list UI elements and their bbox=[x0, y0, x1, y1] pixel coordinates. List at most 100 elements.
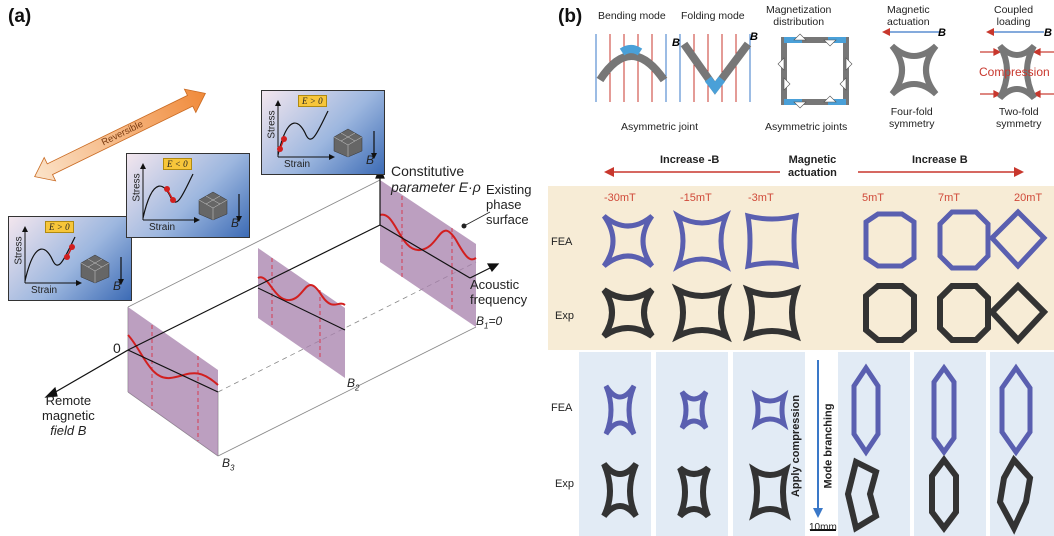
existing-line2: phase bbox=[486, 197, 522, 212]
folding-field-lines bbox=[679, 34, 751, 102]
row-label-exp-2: Exp bbox=[555, 478, 574, 490]
inset-card-3: E > 0 Stress Strain B bbox=[261, 90, 385, 175]
axes bbox=[44, 166, 500, 398]
b2-label: B2 bbox=[347, 376, 359, 392]
panel-a-diagram bbox=[34, 88, 500, 457]
inset-badge: E > 0 bbox=[45, 221, 74, 233]
magdist-line1: Magnetization bbox=[766, 4, 832, 16]
inset-b-label: B bbox=[366, 153, 375, 167]
existing-phase-surface-label: Existing phase surface bbox=[486, 182, 532, 227]
field-label-7: 7mT bbox=[938, 192, 960, 204]
twofold-shape bbox=[997, 43, 1037, 101]
b2-letter: B bbox=[347, 376, 356, 390]
fea-row-1 bbox=[601, 208, 1048, 272]
twofold-symmetry-label: Two-fold symmetry bbox=[996, 106, 1042, 130]
top-concept-illustrations: B B B B bbox=[595, 27, 1054, 109]
b1-letter: B bbox=[476, 314, 485, 328]
compression-label: Compression bbox=[979, 65, 1050, 79]
row-label-exp-1: Exp bbox=[555, 310, 574, 322]
panel-b-label: (b) bbox=[558, 6, 583, 27]
compression-panel-2 bbox=[656, 352, 728, 536]
inset-badge: E > 0 bbox=[298, 95, 327, 107]
magnetic-actuation-top-label: Magnetic actuation bbox=[887, 4, 930, 28]
b3-letter: B bbox=[222, 456, 231, 470]
magnetic-actuation-center-label: Magnetic actuation bbox=[788, 154, 837, 180]
b1-label: B1=0 bbox=[476, 314, 502, 330]
inset-strain-label: Strain bbox=[149, 222, 176, 233]
increase-b-label: Increase B bbox=[912, 154, 968, 166]
fourfold-b-letter: B bbox=[938, 27, 946, 39]
existing-line1: Existing bbox=[486, 182, 532, 197]
field-label-neg3: -3mT bbox=[748, 192, 774, 204]
acoustic-frequency-label: Acoustic frequency bbox=[470, 277, 527, 307]
b3-label: B3 bbox=[222, 456, 234, 472]
fourfold-line2: symmetry bbox=[889, 118, 935, 130]
twofold-line1: Two-fold bbox=[998, 106, 1039, 118]
folding-b-letter: B bbox=[750, 31, 758, 43]
b1-tail: =0 bbox=[488, 314, 503, 328]
row-label-fea-1: FEA bbox=[551, 236, 573, 248]
increase-arrows bbox=[604, 167, 1024, 177]
inset-plot bbox=[140, 163, 242, 223]
inset-strain-label: Strain bbox=[31, 285, 58, 296]
panel-a-label: (a) bbox=[8, 6, 32, 27]
fourfold-symmetry-label: Four-fold symmetry bbox=[889, 106, 935, 130]
twofold-b-letter: B bbox=[1044, 27, 1052, 39]
inset-card-2: E < 0 Stress Strain B bbox=[126, 153, 250, 238]
field-label-5: 5mT bbox=[862, 192, 884, 204]
field-label-neg15: -15mT bbox=[680, 192, 712, 204]
phase-surface-b3 bbox=[127, 307, 219, 456]
asymmetric-joints-label: Asymmetric joints bbox=[765, 121, 848, 133]
fourfold-line1: Four-fold bbox=[890, 106, 933, 118]
inset-badge: E < 0 bbox=[163, 158, 192, 170]
axis-title-line2: parameter E·ρ bbox=[391, 179, 481, 195]
reversible-arrow bbox=[34, 88, 206, 182]
fea-row-2 bbox=[603, 363, 1033, 457]
b1-sub: 1 bbox=[484, 321, 489, 331]
b3-sub: 3 bbox=[230, 463, 235, 473]
bending-beam bbox=[596, 52, 668, 83]
remote-line3: field B bbox=[50, 423, 87, 438]
inset-plot bbox=[22, 226, 124, 286]
inset-plot bbox=[275, 100, 377, 160]
coupled-loading-label: Coupled loading bbox=[994, 4, 1033, 28]
magact-line2: actuation bbox=[887, 16, 930, 28]
magdist-square bbox=[781, 37, 849, 105]
actuation-shapes bbox=[601, 208, 1049, 345]
field-label-neg30: -30mT bbox=[604, 192, 636, 204]
bending-b-letter: B bbox=[672, 37, 680, 49]
mag-center-line1: Magnetic bbox=[788, 154, 837, 166]
magact-line1: Magnetic bbox=[887, 4, 930, 16]
existing-line3: surface bbox=[486, 212, 529, 227]
b2-sub: 2 bbox=[355, 383, 360, 393]
asymmetric-joint-label: Asymmetric joint bbox=[621, 121, 699, 133]
fourfold-star bbox=[889, 43, 939, 97]
acoustic-line2: frequency bbox=[470, 292, 528, 307]
magnetization-distribution-label: Magnetization distribution bbox=[766, 4, 831, 28]
coupled-line1: Coupled bbox=[994, 4, 1034, 16]
remote-line2: magnetic bbox=[42, 408, 95, 423]
bending-mode-label: Bending mode bbox=[598, 10, 666, 22]
acoustic-line1: Acoustic bbox=[470, 277, 520, 292]
mode-branching-label: Mode branching bbox=[822, 403, 835, 489]
origin-zero: 0 bbox=[113, 340, 121, 356]
row-label-fea-2: FEA bbox=[551, 402, 573, 414]
coupled-line2: loading bbox=[996, 16, 1031, 28]
exp-row-1 bbox=[601, 281, 1049, 345]
axis-title-constitutive: Constitutive parameter E·ρ bbox=[391, 163, 481, 195]
twofold-line2: symmetry bbox=[996, 118, 1042, 130]
compression-panel-3 bbox=[733, 352, 805, 536]
compression-arrows bbox=[980, 48, 1054, 98]
inset-b-label: B bbox=[113, 279, 122, 293]
folding-mode-label: Folding mode bbox=[681, 10, 745, 22]
inset-strain-label: Strain bbox=[284, 159, 311, 170]
inset-b-label: B bbox=[231, 216, 240, 230]
scale-bar-label: 10mm bbox=[809, 522, 837, 533]
inset-card-1: E > 0 Stress Strain B bbox=[8, 216, 132, 301]
increase-negative-b-label: Increase -B bbox=[660, 154, 720, 166]
phase-surface-b2 bbox=[257, 248, 346, 378]
axis-title-line1: Constitutive bbox=[391, 163, 465, 179]
remote-line1: Remote bbox=[45, 393, 92, 408]
magdist-line2: distribution bbox=[773, 16, 825, 28]
mag-center-line2: actuation bbox=[788, 167, 837, 179]
